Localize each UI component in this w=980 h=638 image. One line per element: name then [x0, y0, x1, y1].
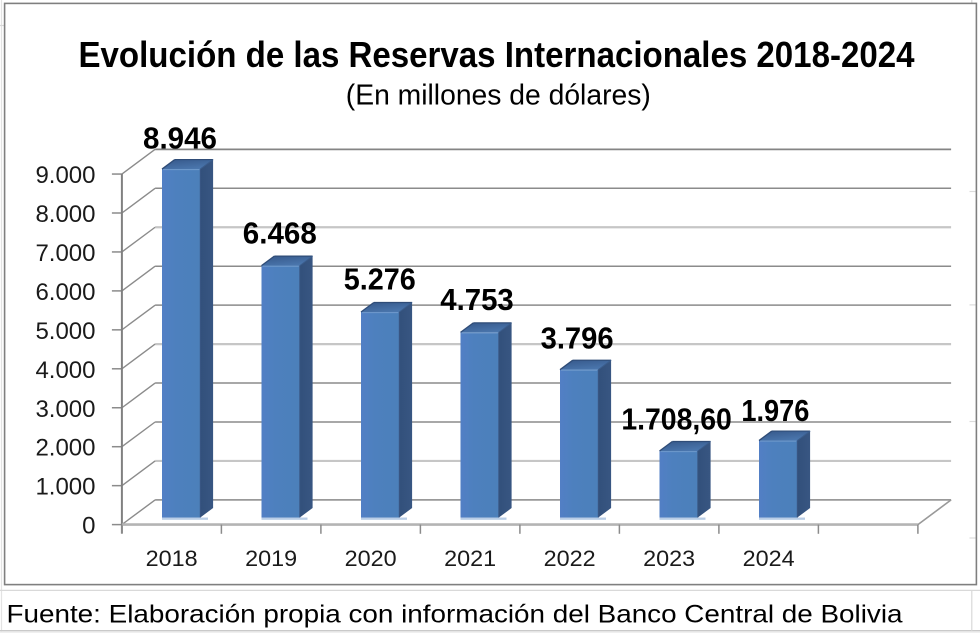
svg-text:3.796: 3.796 [541, 321, 614, 356]
svg-text:1.000: 1.000 [35, 474, 95, 501]
svg-text:9.000: 9.000 [35, 162, 95, 189]
svg-text:2021: 2021 [444, 546, 496, 571]
svg-text:7.000: 7.000 [35, 240, 95, 267]
svg-text:2024: 2024 [743, 546, 795, 571]
svg-text:1.976: 1.976 [741, 393, 809, 428]
svg-text:3.000: 3.000 [35, 396, 95, 423]
svg-text:6.000: 6.000 [35, 279, 95, 306]
svg-text:4.000: 4.000 [35, 357, 95, 384]
svg-text:2018: 2018 [146, 546, 198, 571]
svg-text:5.000: 5.000 [35, 318, 95, 345]
svg-text:8.946: 8.946 [143, 121, 217, 156]
svg-text:5.276: 5.276 [344, 262, 416, 297]
svg-text:2022: 2022 [544, 546, 596, 571]
svg-text:Evolución de las Reservas Inte: Evolución de las Reservas Internacionale… [79, 35, 915, 75]
svg-text:6.468: 6.468 [243, 216, 317, 251]
svg-text:8.000: 8.000 [35, 201, 95, 228]
svg-text:0: 0 [82, 513, 95, 540]
svg-text:2.000: 2.000 [35, 435, 95, 462]
svg-text:Fuente: Elaboración propia con: Fuente: Elaboración propia con informaci… [7, 601, 904, 629]
svg-text:2023: 2023 [643, 546, 695, 571]
svg-text:(En millones de dólares): (En millones de dólares) [346, 80, 651, 112]
svg-text:2020: 2020 [345, 546, 397, 571]
svg-text:1.708,60: 1.708,60 [621, 402, 732, 437]
svg-text:2019: 2019 [245, 546, 297, 571]
svg-text:4.753: 4.753 [440, 282, 514, 317]
